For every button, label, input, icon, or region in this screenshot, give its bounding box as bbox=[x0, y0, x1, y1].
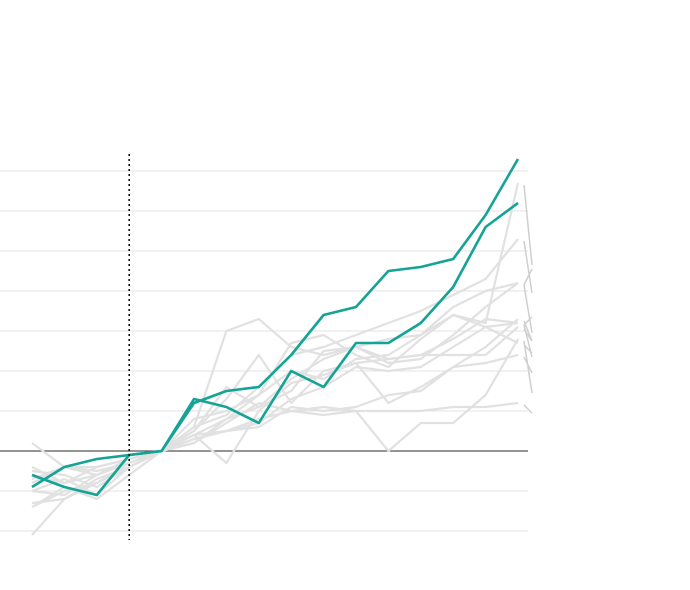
series-end-tick bbox=[523, 284, 533, 334]
background-series-line bbox=[31, 281, 519, 484]
series-end-tick bbox=[523, 340, 533, 394]
highlighted-series-group bbox=[31, 158, 520, 497]
background-series-line bbox=[31, 321, 519, 497]
background-series-line bbox=[31, 317, 519, 497]
background-series-line bbox=[31, 182, 520, 508]
background-series-line bbox=[31, 401, 519, 485]
highlighted-series-line bbox=[31, 158, 520, 489]
background-series-line bbox=[31, 238, 519, 489]
series-end-tick bbox=[523, 404, 533, 414]
series-end-tick bbox=[523, 320, 533, 342]
background-series-line bbox=[31, 326, 519, 481]
background-series-line bbox=[31, 318, 519, 508]
series-end-tick bbox=[523, 240, 533, 294]
series-end-tick bbox=[523, 268, 533, 286]
highlighted-series-line bbox=[31, 201, 519, 497]
series-end-tick bbox=[523, 184, 533, 266]
